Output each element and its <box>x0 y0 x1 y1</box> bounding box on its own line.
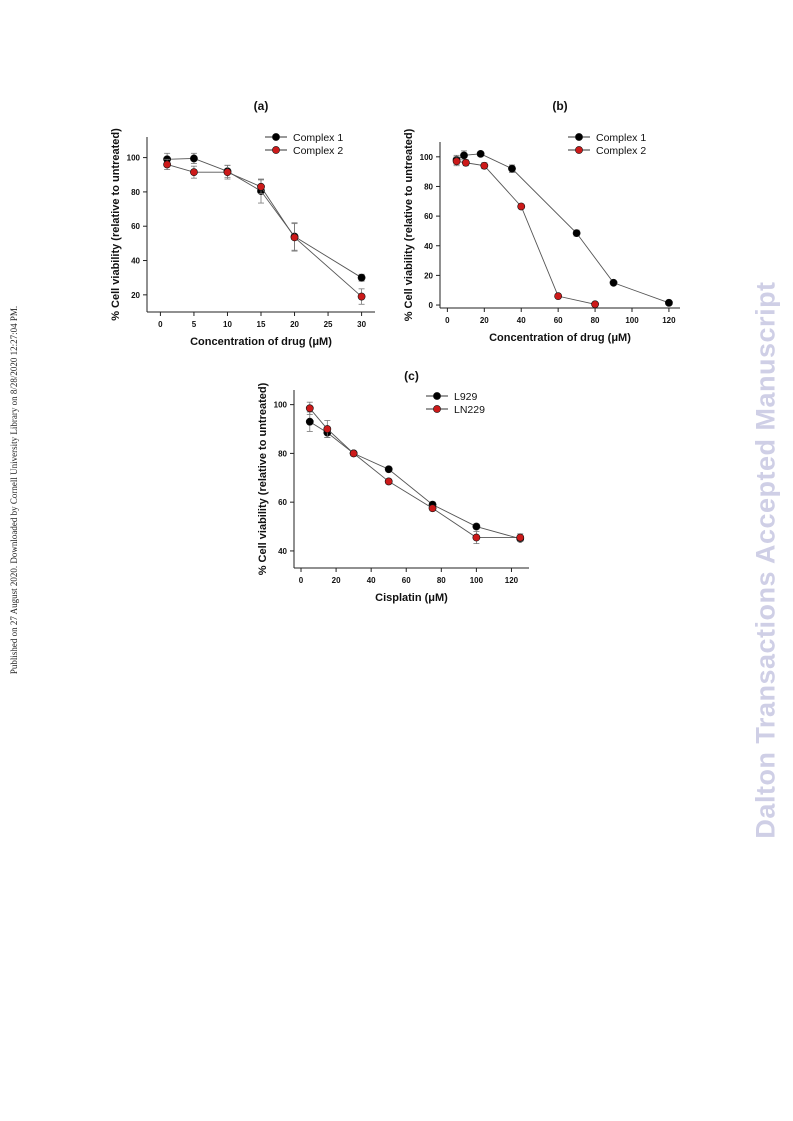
x-tick-label: 30 <box>357 320 366 329</box>
chart-title: (c) <box>404 369 419 383</box>
data-point <box>609 278 618 287</box>
y-tick-label: 40 <box>131 257 140 266</box>
data-point <box>591 300 599 309</box>
data-point <box>428 504 437 513</box>
chart-title: (b) <box>552 99 567 113</box>
y-tick-label: 40 <box>424 242 433 251</box>
data-point <box>323 425 332 433</box>
y-axis-label: % Cell viability (relative to untreated) <box>257 382 269 575</box>
x-tick-label: 40 <box>367 576 376 585</box>
legend-label: LN229 <box>454 404 485 416</box>
data-point <box>190 154 198 163</box>
data-point <box>472 533 481 542</box>
y-tick-label: 100 <box>420 153 434 162</box>
data-point <box>508 164 516 173</box>
x-tick-label: 25 <box>324 320 333 329</box>
y-tick-label: 80 <box>424 182 433 191</box>
data-point <box>452 157 461 166</box>
data-point <box>554 292 563 301</box>
y-tick-label: 60 <box>278 498 287 507</box>
x-tick-label: 0 <box>299 576 304 585</box>
x-tick-label: 20 <box>480 316 489 325</box>
x-tick-label: 40 <box>517 316 526 325</box>
data-point <box>461 158 470 167</box>
series-line <box>309 407 521 538</box>
y-tick-label: 100 <box>127 154 141 163</box>
data-point <box>163 160 172 169</box>
legend-marker <box>433 392 441 400</box>
chart-title: (a) <box>254 99 269 113</box>
x-tick-label: 0 <box>445 316 450 325</box>
data-point <box>384 465 393 474</box>
y-tick-label: 0 <box>429 301 434 310</box>
legend-marker <box>575 146 583 154</box>
data-point <box>476 149 485 158</box>
chart-a: (a) 20 40 60 80 100 0 5 10 15 20 25 30 Concentration … <box>110 99 375 348</box>
chart-b: (b) 0 20 40 60 80 100 0 20 40 60 80 100 120 Concentrat… <box>403 99 680 344</box>
x-tick-label: 60 <box>402 576 411 585</box>
legend-marker <box>575 133 583 141</box>
legend-label: Complex 1 <box>293 132 343 144</box>
y-tick-label: 100 <box>274 401 288 410</box>
series-line <box>309 421 521 540</box>
x-tick-label: 100 <box>625 316 639 325</box>
x-tick-label: 0 <box>158 320 163 329</box>
data-point <box>384 477 393 486</box>
data-point <box>665 298 673 307</box>
x-tick-label: 120 <box>662 316 676 325</box>
y-tick-label: 80 <box>131 188 140 197</box>
y-tick-label: 20 <box>424 271 433 280</box>
series-line <box>166 164 362 297</box>
x-tick-label: 100 <box>470 576 484 585</box>
x-axis-label: Concentration of drug (μM) <box>489 332 631 344</box>
x-tick-label: 120 <box>505 576 519 585</box>
chart-c: (c) 40 60 80 100 0 20 40 60 80 100 120 Cisplatin (μM… <box>257 369 529 604</box>
x-tick-label: 20 <box>332 576 341 585</box>
data-point <box>190 168 198 177</box>
legend-marker <box>272 146 280 154</box>
x-tick-label: 20 <box>290 320 299 329</box>
x-tick-label: 10 <box>223 320 232 329</box>
watermark-text: Dalton Transactions Accepted Manuscript <box>750 281 781 839</box>
download-note-text: Published on 27 August 2020. Downloaded … <box>9 305 19 675</box>
data-point <box>305 417 314 426</box>
series-line <box>456 153 670 304</box>
x-axis-label: Concentration of drug (μM) <box>190 336 332 348</box>
legend-label: Complex 2 <box>293 145 343 157</box>
y-tick-label: 60 <box>131 222 140 231</box>
data-point <box>223 168 232 177</box>
x-tick-label: 60 <box>554 316 563 325</box>
data-point <box>257 182 265 191</box>
x-tick-label: 80 <box>591 316 600 325</box>
y-axis-label: % Cell viability (relative to untreated) <box>403 128 415 321</box>
data-point <box>572 229 581 238</box>
data-point <box>480 161 489 170</box>
legend-marker <box>433 405 441 413</box>
y-tick-label: 20 <box>131 291 140 300</box>
data-point <box>290 233 299 242</box>
x-tick-label: 5 <box>192 320 197 329</box>
legend-label: L929 <box>454 391 478 403</box>
data-point <box>357 292 366 301</box>
y-tick-label: 40 <box>278 547 287 556</box>
data-point <box>460 151 468 160</box>
data-point <box>516 533 525 542</box>
series-line <box>167 157 362 279</box>
data-point <box>349 449 358 458</box>
legend-label: Complex 2 <box>596 145 646 157</box>
y-tick-label: 60 <box>424 212 433 221</box>
x-axis-label: Cisplatin (μM) <box>375 592 448 604</box>
y-axis-label: % Cell viability (relative to untreated) <box>110 128 122 321</box>
y-tick-label: 80 <box>278 449 287 458</box>
data-point <box>357 273 366 282</box>
legend-marker <box>272 133 280 141</box>
x-tick-label: 80 <box>437 576 446 585</box>
data-point <box>517 202 526 211</box>
legend-label: Complex 1 <box>596 132 646 144</box>
x-tick-label: 15 <box>257 320 266 329</box>
data-point <box>305 404 314 413</box>
data-point <box>472 522 481 531</box>
